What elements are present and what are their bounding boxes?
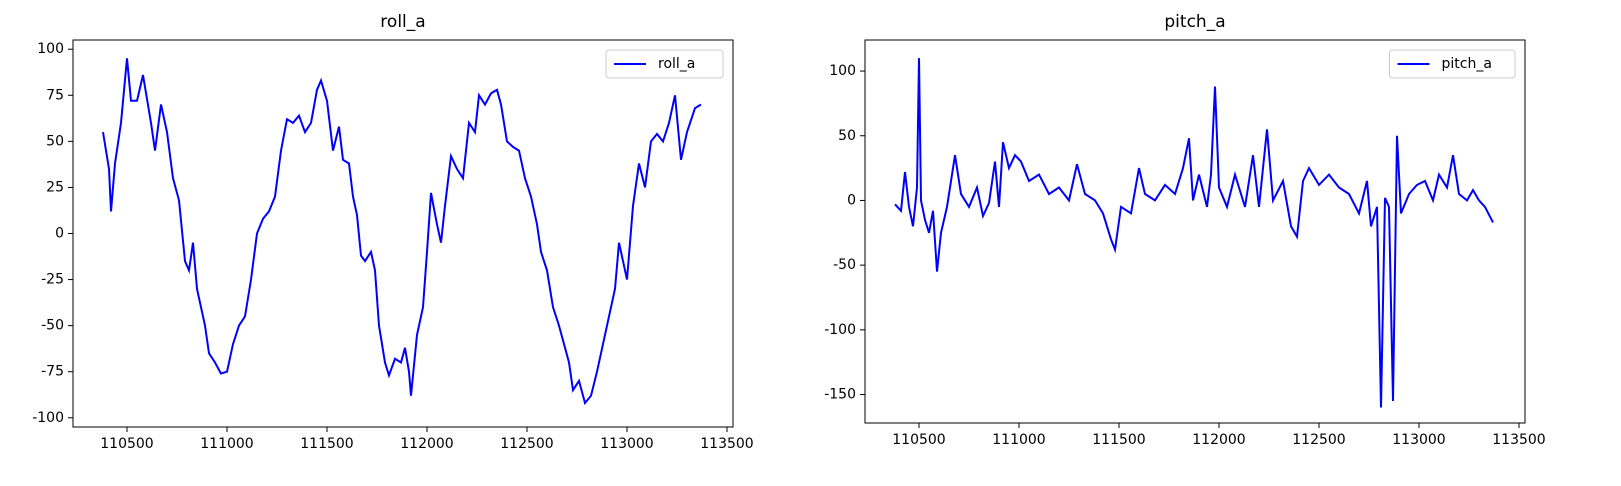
y-tick-label: -50 — [41, 318, 64, 334]
y-tick-label: -150 — [824, 387, 856, 403]
chart-title: roll_a — [380, 12, 425, 32]
chart-title: pitch_a — [1164, 12, 1225, 32]
y-tick-label: -100 — [32, 410, 64, 426]
x-tick-label: 112500 — [1292, 432, 1345, 448]
y-tick-label: 25 — [46, 179, 64, 195]
y-tick-label: 75 — [46, 87, 64, 103]
y-tick-label: -50 — [833, 257, 856, 273]
y-tick-label: -75 — [41, 364, 64, 380]
x-tick-label: 112500 — [500, 436, 553, 452]
y-tick-label: 0 — [55, 226, 64, 242]
legend-box — [1389, 49, 1516, 79]
x-tick-label: 110500 — [100, 436, 153, 452]
x-tick-label: 113000 — [600, 436, 653, 452]
y-tick-label: 50 — [46, 133, 64, 149]
x-tick-label: 111500 — [1092, 432, 1145, 448]
y-tick-label: 0 — [847, 192, 856, 208]
data-line — [894, 58, 1494, 408]
x-tick-label: 110500 — [892, 432, 945, 448]
y-tick-label: -100 — [824, 322, 856, 338]
x-tick-label: 112000 — [400, 436, 453, 452]
plot-frame — [864, 39, 1526, 424]
x-tick-label: 113000 — [1392, 432, 1445, 448]
y-tick-label: 100 — [37, 41, 64, 57]
y-tick-label: -25 — [41, 272, 64, 288]
plot-frame — [72, 39, 734, 428]
legend-label: roll_a — [658, 56, 695, 72]
x-tick-label: 112000 — [1192, 432, 1245, 448]
y-tick-label: 100 — [829, 63, 856, 79]
x-tick-label: 111000 — [992, 432, 1045, 448]
legend-box — [605, 49, 724, 79]
x-tick-label: 113500 — [700, 436, 753, 452]
legend-label: pitch_a — [1442, 56, 1492, 72]
data-line — [102, 58, 702, 406]
x-tick-label: 111500 — [300, 436, 353, 452]
x-tick-label: 113500 — [1492, 432, 1545, 448]
x-tick-label: 111000 — [200, 436, 253, 452]
y-tick-label: 50 — [838, 128, 856, 144]
